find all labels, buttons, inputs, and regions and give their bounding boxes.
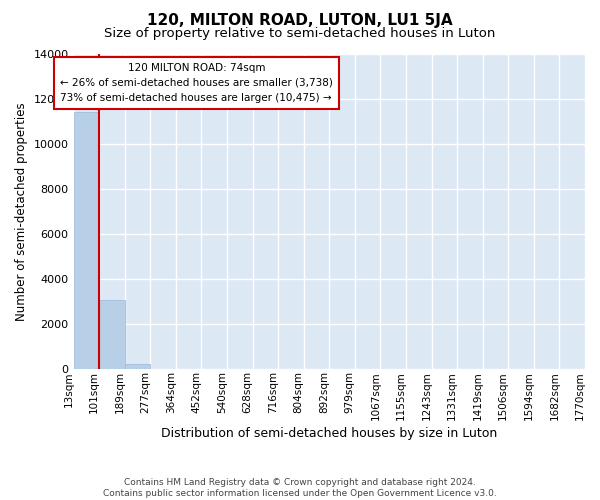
Text: Size of property relative to semi-detached houses in Luton: Size of property relative to semi-detach…: [104, 28, 496, 40]
Bar: [74, 112, 99, 368]
Y-axis label: Number of semi-detached properties: Number of semi-detached properties: [15, 102, 28, 320]
Text: 120, MILTON ROAD, LUTON, LU1 5JA: 120, MILTON ROAD, LUTON, LU1 5JA: [147, 12, 453, 28]
Bar: [125, 364, 150, 368]
Text: Contains HM Land Registry data © Crown copyright and database right 2024.
Contai: Contains HM Land Registry data © Crown c…: [103, 478, 497, 498]
X-axis label: Distribution of semi-detached houses by size in Luton: Distribution of semi-detached houses by …: [161, 427, 497, 440]
Bar: [99, 300, 125, 368]
Text: 120 MILTON ROAD: 74sqm
← 26% of semi-detached houses are smaller (3,738)
73% of : 120 MILTON ROAD: 74sqm ← 26% of semi-det…: [60, 63, 333, 102]
